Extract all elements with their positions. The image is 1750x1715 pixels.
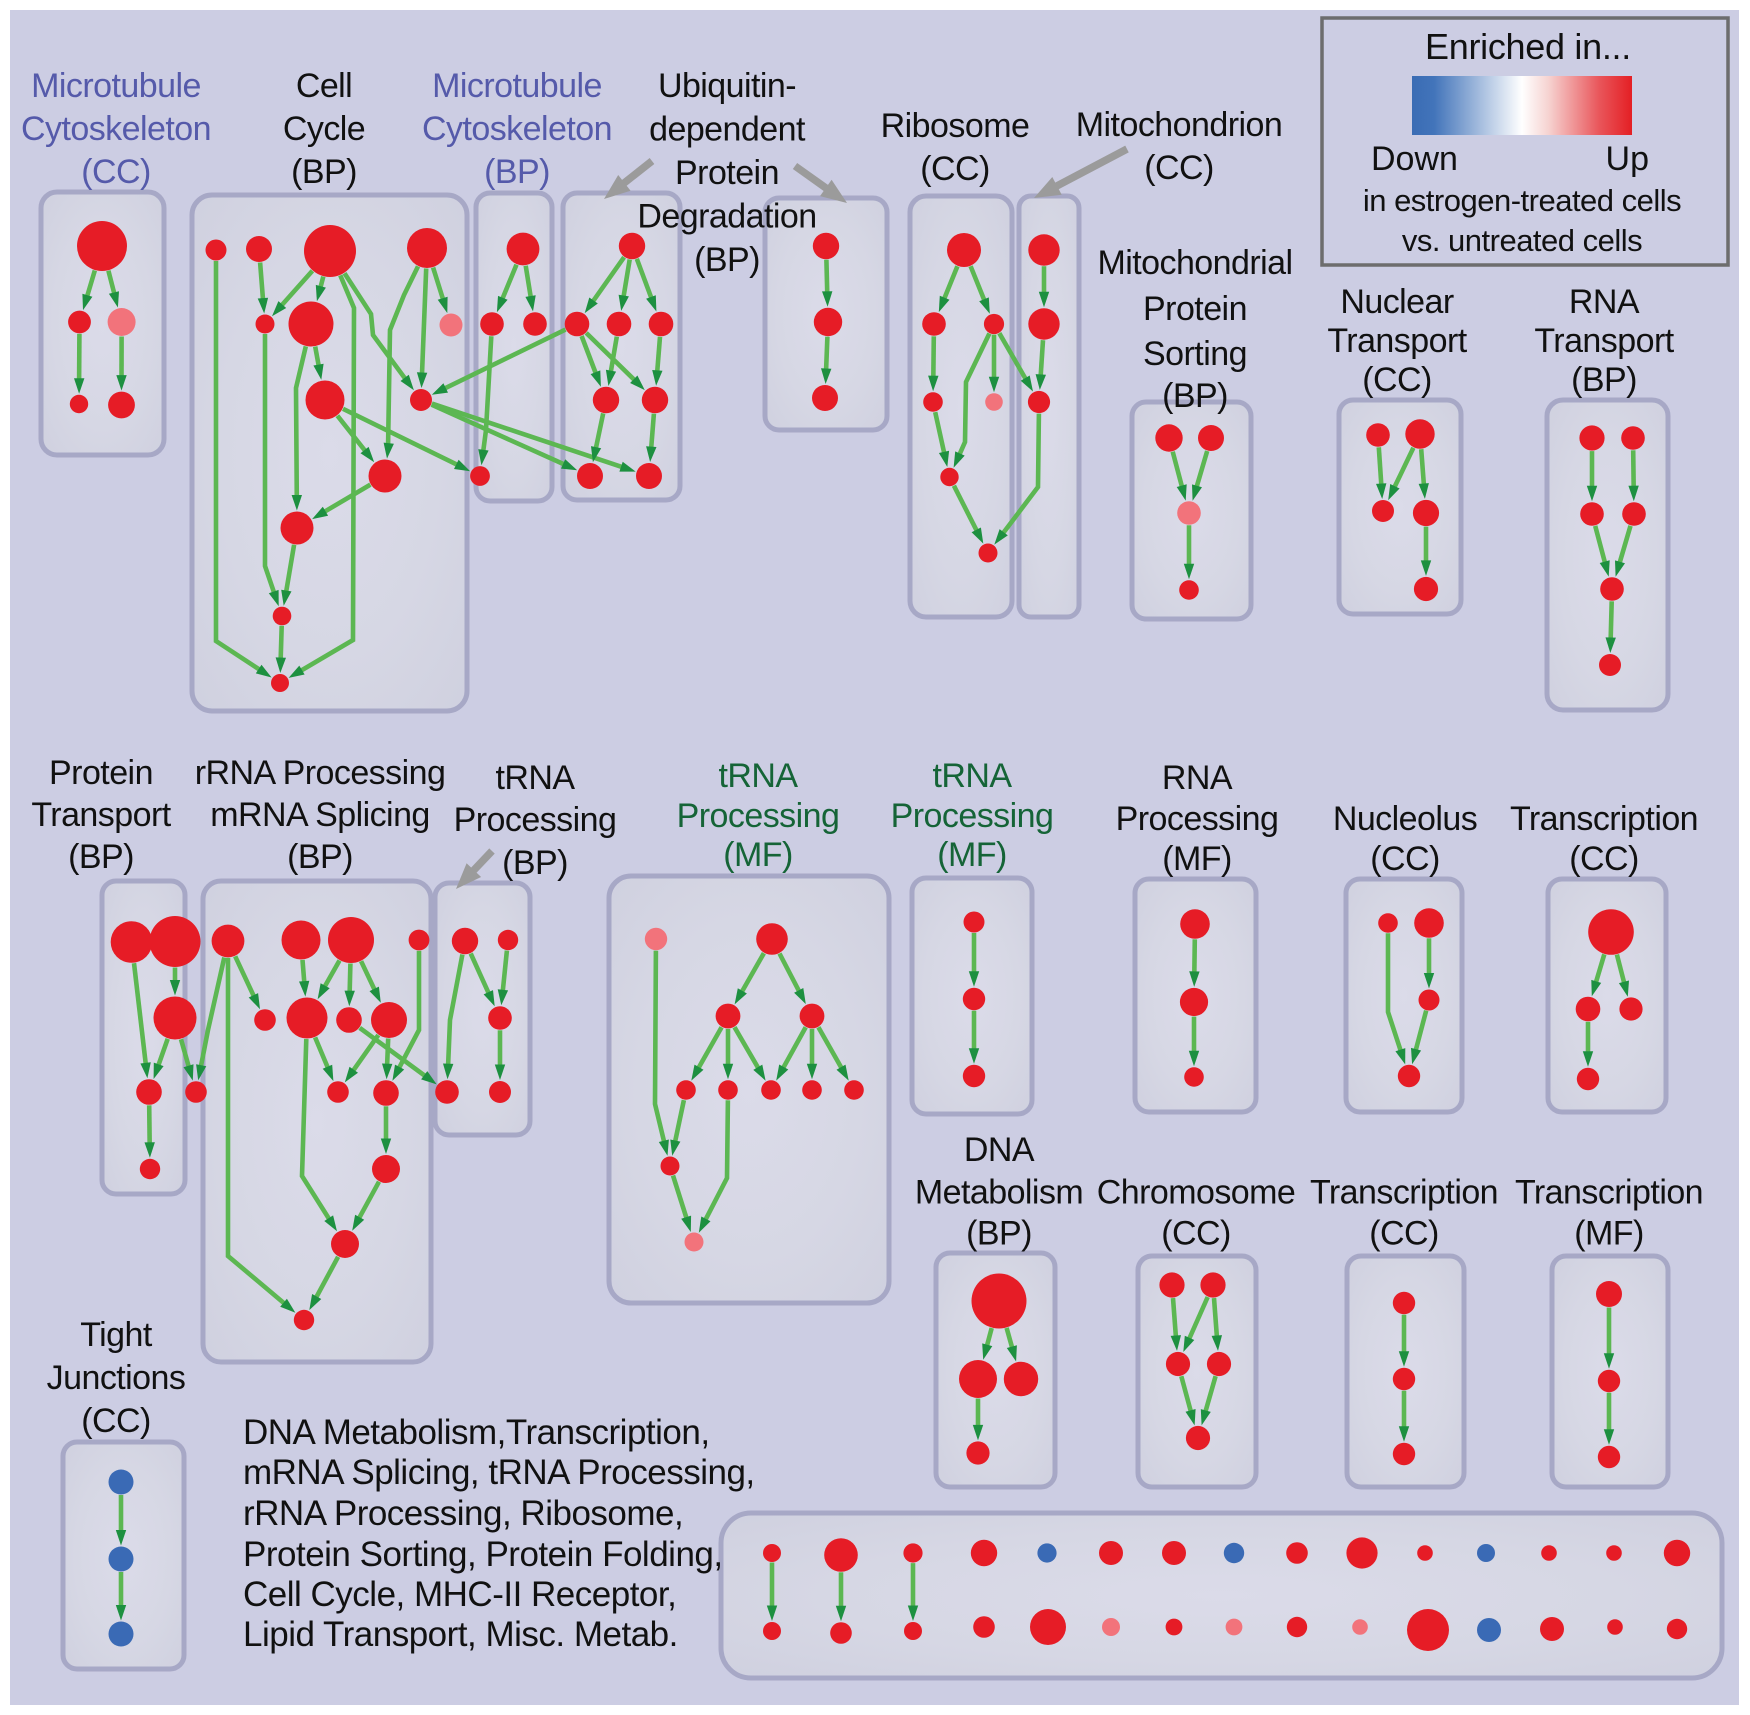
- svg-text:dependent: dependent: [649, 111, 806, 149]
- svg-text:Tight: Tight: [80, 1316, 153, 1354]
- svg-text:(CC): (CC): [1569, 840, 1639, 878]
- svg-text:(MF): (MF): [937, 836, 1007, 874]
- svg-text:Lipid Transport, Misc. Metab.: Lipid Transport, Misc. Metab.: [243, 1615, 678, 1654]
- svg-text:vs. untreated cells: vs. untreated cells: [1402, 223, 1642, 258]
- svg-text:rRNA Processing: rRNA Processing: [195, 754, 446, 792]
- svg-text:tRNA: tRNA: [495, 759, 575, 797]
- svg-text:RNA: RNA: [1162, 759, 1233, 797]
- svg-text:(BP): (BP): [966, 1215, 1032, 1253]
- svg-text:(CC): (CC): [920, 150, 990, 188]
- svg-text:Protein: Protein: [675, 154, 779, 192]
- svg-text:Cytoskeleton: Cytoskeleton: [422, 110, 612, 148]
- svg-text:Microtubule: Microtubule: [432, 67, 602, 105]
- svg-text:in estrogen-treated cells: in estrogen-treated cells: [1363, 183, 1681, 218]
- svg-text:tRNA: tRNA: [932, 757, 1012, 795]
- svg-text:Junctions: Junctions: [47, 1359, 186, 1397]
- svg-text:(BP): (BP): [502, 844, 568, 882]
- svg-text:Enriched in...: Enriched in...: [1425, 26, 1631, 67]
- svg-text:Mitochondrion: Mitochondrion: [1076, 106, 1282, 144]
- svg-text:mRNA Splicing: mRNA Splicing: [210, 796, 430, 834]
- svg-text:Chromosome: Chromosome: [1097, 1174, 1296, 1212]
- svg-text:mRNA Splicing, tRNA Processing: mRNA Splicing, tRNA Processing,: [243, 1453, 755, 1492]
- svg-text:Cell Cycle, MHC-II Receptor,: Cell Cycle, MHC-II Receptor,: [243, 1575, 676, 1614]
- svg-text:DNA Metabolism,Transcription,: DNA Metabolism,Transcription,: [243, 1413, 710, 1452]
- svg-text:Processing: Processing: [1116, 800, 1279, 838]
- svg-text:Nuclear: Nuclear: [1340, 283, 1454, 321]
- svg-text:Nucleolus: Nucleolus: [1333, 800, 1477, 838]
- svg-text:(CC): (CC): [81, 1402, 151, 1440]
- svg-text:DNA: DNA: [964, 1131, 1035, 1169]
- svg-text:Cytoskeleton: Cytoskeleton: [21, 110, 211, 148]
- svg-text:Sorting: Sorting: [1143, 335, 1247, 373]
- svg-text:Metabolism: Metabolism: [915, 1174, 1083, 1212]
- svg-text:(CC): (CC): [81, 153, 151, 191]
- svg-text:Cycle: Cycle: [283, 110, 365, 148]
- svg-text:(BP): (BP): [1571, 361, 1637, 399]
- svg-text:Ribosome: Ribosome: [881, 107, 1030, 145]
- svg-text:tRNA: tRNA: [718, 757, 798, 795]
- svg-text:(BP): (BP): [1162, 377, 1228, 415]
- svg-text:Cell: Cell: [296, 67, 352, 105]
- svg-text:(MF): (MF): [1162, 840, 1232, 878]
- svg-text:Transcription: Transcription: [1515, 1174, 1703, 1212]
- svg-text:(CC): (CC): [1370, 840, 1440, 878]
- svg-text:Ubiquitin-: Ubiquitin-: [658, 67, 796, 105]
- svg-text:(CC): (CC): [1369, 1215, 1439, 1253]
- svg-text:Degradation: Degradation: [637, 198, 816, 236]
- svg-text:(CC): (CC): [1362, 361, 1432, 399]
- svg-text:Microtubule: Microtubule: [31, 67, 201, 105]
- svg-text:(BP): (BP): [484, 153, 550, 191]
- svg-text:Transport: Transport: [1534, 322, 1674, 360]
- svg-text:Mitochondrial: Mitochondrial: [1097, 244, 1292, 282]
- svg-text:Protein: Protein: [49, 754, 153, 792]
- svg-text:(MF): (MF): [1574, 1215, 1644, 1253]
- svg-text:(CC): (CC): [1161, 1215, 1231, 1253]
- svg-text:(BP): (BP): [694, 241, 760, 279]
- svg-text:Transport: Transport: [1327, 322, 1467, 360]
- svg-text:Processing: Processing: [677, 797, 840, 835]
- svg-text:(BP): (BP): [287, 838, 353, 876]
- svg-text:Protein: Protein: [1143, 290, 1247, 328]
- svg-text:Processing: Processing: [454, 801, 617, 839]
- svg-text:Up: Up: [1606, 140, 1649, 178]
- svg-text:(BP): (BP): [68, 838, 134, 876]
- svg-text:(MF): (MF): [723, 836, 793, 874]
- svg-text:Processing: Processing: [891, 797, 1054, 835]
- svg-text:Transport: Transport: [31, 796, 171, 834]
- svg-text:rRNA Processing, Ribosome,: rRNA Processing, Ribosome,: [243, 1494, 683, 1533]
- svg-text:Transcription: Transcription: [1510, 800, 1698, 838]
- svg-text:RNA: RNA: [1569, 283, 1640, 321]
- svg-text:(BP): (BP): [291, 153, 357, 191]
- svg-text:(CC): (CC): [1144, 149, 1214, 187]
- svg-text:Down: Down: [1371, 140, 1458, 178]
- svg-text:Transcription: Transcription: [1310, 1174, 1498, 1212]
- svg-text:Protein Sorting, Protein Foldi: Protein Sorting, Protein Folding,: [243, 1535, 723, 1574]
